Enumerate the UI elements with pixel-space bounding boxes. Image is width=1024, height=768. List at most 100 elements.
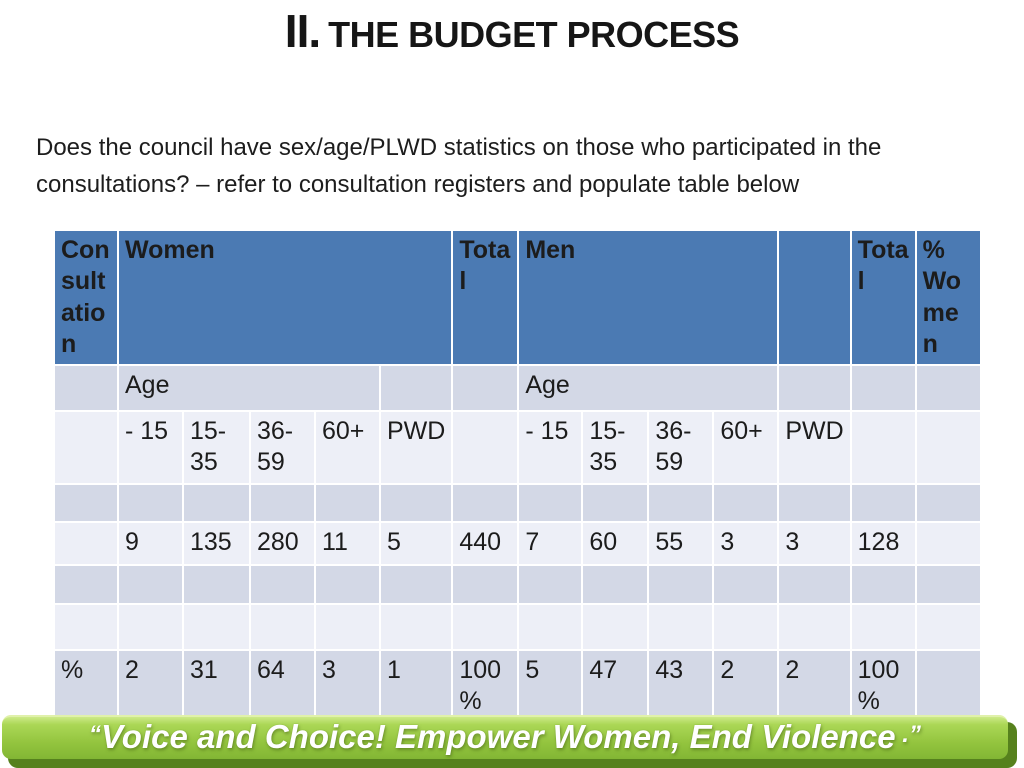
table-cell: Age [117, 364, 381, 412]
table-cell [647, 602, 715, 651]
table-cell [249, 602, 316, 651]
table-cell: 15-35 [182, 410, 251, 485]
table-cell: PWD [378, 410, 454, 485]
table-cell: 55 [647, 520, 715, 566]
table-header-cell: Women [116, 229, 454, 366]
table-cell [53, 563, 119, 605]
table-cell: PWD [777, 410, 852, 485]
table-cell [517, 563, 584, 605]
table-cell: 100 % [849, 648, 917, 723]
table-cell [777, 364, 852, 412]
stats-table: Consultation Women Total Men Total% Women Age… [53, 229, 982, 723]
table-cell: 9 [117, 520, 184, 566]
table-cell [581, 563, 650, 605]
table-cell: 36-59 [249, 410, 316, 485]
table-header-cell: Men [517, 229, 780, 366]
table-cell [647, 563, 715, 605]
table-cell: 36-59 [647, 410, 715, 485]
table-cell [53, 410, 119, 485]
table-cell [517, 602, 584, 651]
table-cell: 135 [182, 520, 251, 566]
table-cell: 7 [517, 520, 584, 566]
table-cell [314, 563, 381, 605]
table-cell [451, 563, 520, 605]
footer-text: Voice and Choice! Empower Women, End Vio… [101, 718, 896, 755]
table-cell [849, 602, 917, 651]
table-cell [914, 648, 982, 723]
table-header-cell [777, 229, 852, 366]
table-cell [914, 563, 982, 605]
table-cell [517, 482, 584, 523]
table-cell [182, 602, 251, 651]
table-cell: 1 [378, 648, 454, 723]
table-cell [53, 482, 119, 523]
table-cell [451, 482, 520, 523]
table-cell: 43 [647, 648, 715, 723]
table-cell [647, 482, 715, 523]
table-cell: 2 [712, 648, 780, 723]
table-cell [914, 602, 982, 651]
table-cell: 11 [314, 520, 381, 566]
table-cell [53, 602, 119, 651]
table-cell [451, 410, 520, 485]
table-cell [451, 364, 520, 412]
table-cell: 128 [849, 520, 917, 566]
table-cell [117, 482, 184, 523]
open-quote: “ [89, 721, 102, 748]
table-cell [914, 410, 982, 485]
question-text: Does the council have sex/age/PLWD stati… [36, 134, 882, 198]
table-cell [451, 602, 520, 651]
table-cell [182, 482, 251, 523]
table-cell [378, 602, 454, 651]
table-cell [712, 482, 780, 523]
table-header-cell: Total [849, 229, 917, 366]
table-cell: 60+ [314, 410, 381, 485]
table-header-cell: Consultation [53, 229, 119, 366]
table-cell: 5 [517, 648, 584, 723]
table-cell [849, 364, 917, 412]
table-cell: 5 [378, 520, 454, 566]
table-cell [581, 482, 650, 523]
table-cell [53, 520, 119, 566]
table-cell: 60+ [712, 410, 780, 485]
table-cell [914, 364, 982, 412]
table-cell: 31 [182, 648, 251, 723]
table-cell: - 15 [517, 410, 584, 485]
table-cell: - 15 [117, 410, 184, 485]
table-cell [182, 563, 251, 605]
table-cell: 2 [777, 648, 852, 723]
table-cell [314, 482, 381, 523]
table-cell [378, 563, 454, 605]
table-cell [712, 602, 780, 651]
table-cell: 2 [117, 648, 184, 723]
footer-banner: “Voice and Choice! Empower Women, End Vi… [2, 715, 1008, 759]
table-cell: 60 [581, 520, 650, 566]
table-cell [581, 602, 650, 651]
table-cell: 3 [314, 648, 381, 723]
title-numeral: II. [284, 5, 321, 57]
table-cell [914, 482, 982, 523]
table-cell [314, 602, 381, 651]
table-cell: 15-35 [581, 410, 650, 485]
close-quote: .” [895, 721, 921, 748]
table-cell [249, 563, 316, 605]
table-cell [849, 563, 917, 605]
table-cell: 64 [249, 648, 316, 723]
table-cell [249, 482, 316, 523]
table-cell [914, 520, 982, 566]
table-cell: 3 [777, 520, 852, 566]
table-cell [117, 563, 184, 605]
table-cell [117, 602, 184, 651]
slide-title: II. THE BUDGET PROCESS [0, 4, 1024, 58]
table-header-cell: % Women [914, 229, 982, 366]
table-cell [712, 563, 780, 605]
table-cell: 280 [249, 520, 316, 566]
table-cell: 47 [581, 648, 650, 723]
table-cell: 440 [451, 520, 520, 566]
table-cell [53, 364, 119, 412]
title-text: THE BUDGET PROCESS [328, 14, 740, 55]
table-cell [378, 482, 454, 523]
table-cell: % [53, 648, 119, 723]
table-cell: Age [517, 364, 780, 412]
